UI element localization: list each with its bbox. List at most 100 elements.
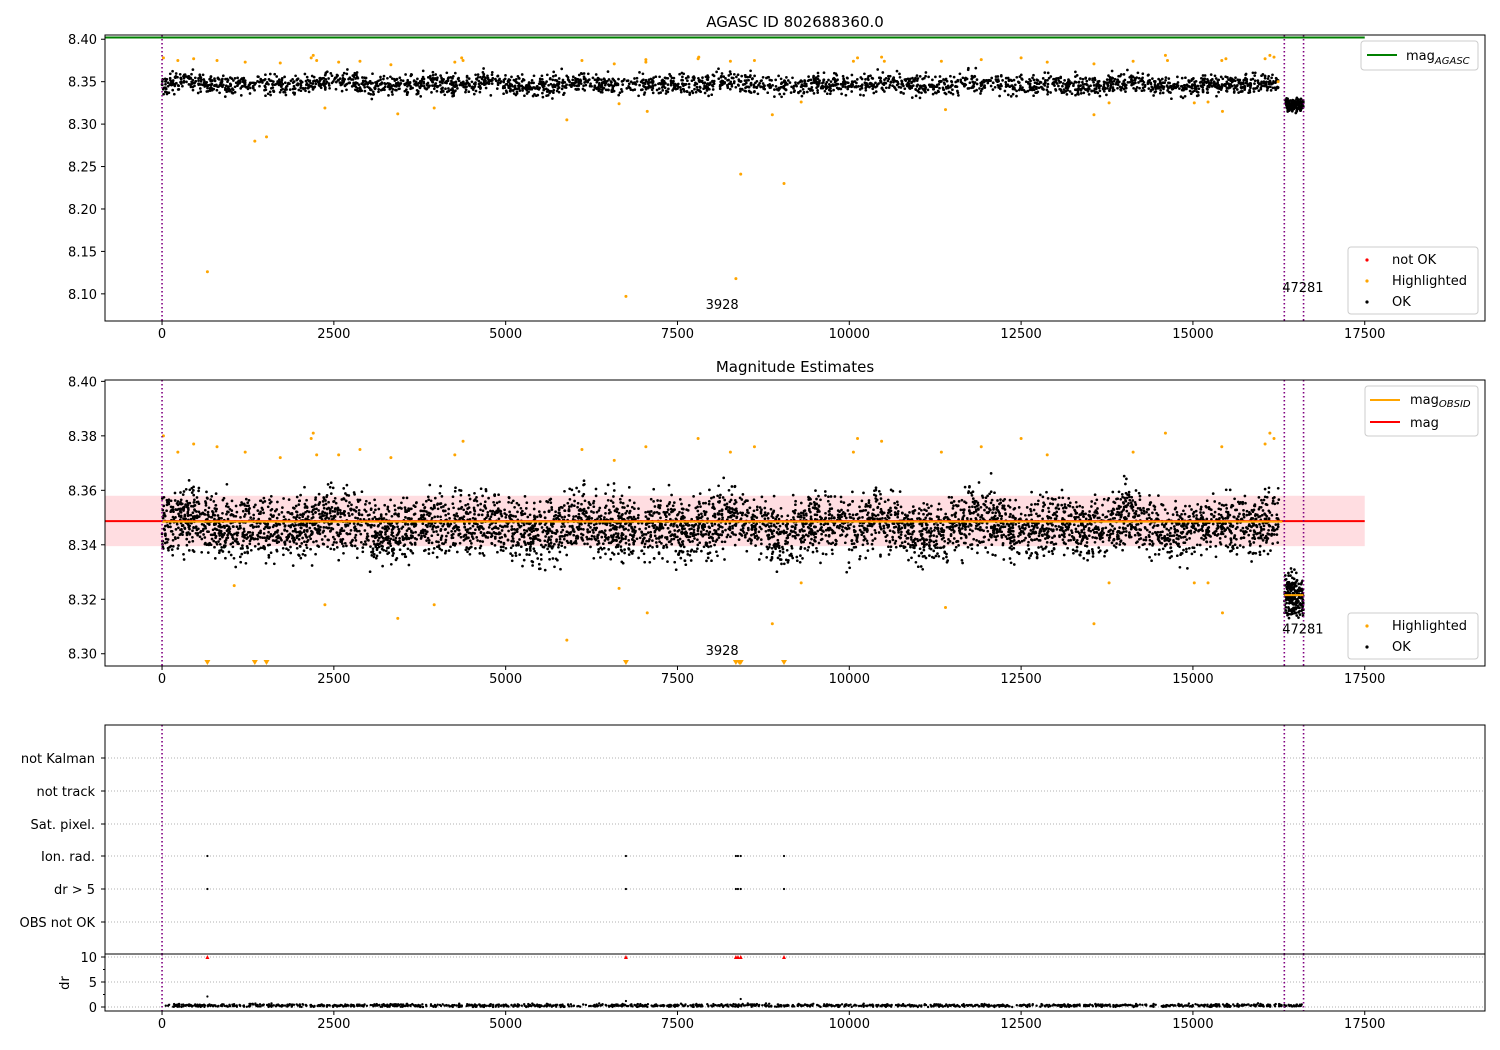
agasc-ok-point [1160, 77, 1164, 81]
agasc-ok-point [825, 85, 829, 88]
estimates-ok-point [466, 550, 469, 554]
agasc-ok-point [273, 83, 277, 87]
agasc-ok-point [643, 85, 646, 89]
agasc-ok-point [1227, 78, 1230, 81]
estimates-ok-point [322, 503, 325, 507]
estimates-ok-point [755, 516, 759, 519]
agasc-ok-point [1013, 83, 1017, 87]
agasc-ok-point [456, 87, 459, 90]
agasc-ok-point [924, 86, 927, 90]
agasc-highlighted-point [309, 56, 313, 60]
agasc-ok-point [1024, 80, 1028, 84]
agasc-ok-point [549, 82, 553, 86]
estimates-ok-point [708, 488, 711, 492]
agasc-ok-point [1006, 76, 1010, 80]
agasc-ok-point [395, 77, 399, 81]
agasc-ok-point [1105, 81, 1109, 85]
agasc-x-tick-label: 0 [158, 327, 166, 342]
agasc-ok-point [478, 84, 482, 88]
estimates-ok-point [973, 505, 977, 509]
agasc-ok-point [236, 84, 239, 88]
agasc-ok-point [895, 80, 899, 83]
estimates-ok-point [781, 522, 785, 526]
estimates-ok-point [187, 540, 191, 544]
estimates-ok-point [176, 536, 180, 540]
agasc-ok-point [457, 76, 460, 80]
estimates-ok-point [1045, 490, 1048, 494]
agasc-ok-point [330, 81, 334, 85]
agasc-ok-point [801, 87, 805, 91]
agasc-ok-point [1052, 77, 1055, 81]
estimates-ok-point [592, 499, 596, 503]
estimates-ok-point [1137, 491, 1141, 495]
agasc-ok-point [1031, 76, 1034, 80]
agasc-ok-point [363, 85, 367, 89]
agasc-ok-point [165, 90, 169, 94]
estimates-ok-point [1062, 553, 1066, 557]
estimates-ok-point [410, 517, 413, 521]
agasc-ok-point [215, 83, 218, 87]
agasc-ok-point [1028, 86, 1032, 89]
agasc-ok-point [1165, 84, 1169, 87]
estimates-ok-point [968, 532, 971, 536]
estimates-ok-point [526, 515, 530, 519]
estimates-ok-point [810, 537, 813, 541]
estimates-ok-point [547, 536, 551, 539]
agasc-ok-point [888, 74, 892, 78]
agasc-x-tick-label: 7500 [661, 327, 694, 342]
agasc-ok-point [1046, 92, 1049, 96]
agasc-ok-point [352, 81, 356, 85]
agasc-ok-point [311, 86, 315, 90]
agasc-highlighted-point [697, 55, 701, 59]
agasc-ok-point [1141, 79, 1145, 83]
estimates-ok-point [323, 534, 327, 538]
agasc-ok-point [949, 91, 953, 95]
agasc-ok-point [749, 69, 752, 73]
estimates-ok-point [1225, 507, 1229, 510]
agasc-ok-point [223, 88, 227, 92]
estimates-ok-point [722, 476, 726, 480]
estimates-ok-point [173, 499, 177, 502]
agasc-ok-point [828, 92, 832, 96]
agasc-ok-point [860, 86, 864, 90]
estimates-ok-point [390, 533, 393, 537]
agasc-ok-point [210, 82, 214, 86]
agasc-ok-point [956, 89, 959, 93]
agasc-ok-point [777, 74, 780, 78]
agasc-ok-point [712, 80, 716, 84]
agasc-ok-point [704, 75, 708, 79]
agasc-ok-point [259, 77, 263, 81]
agasc-ok-point [334, 87, 338, 91]
estimates-ok-point [716, 554, 719, 558]
estimates-ok-point [1079, 542, 1083, 545]
agasc-ok-point [990, 76, 994, 80]
agasc-ok-point [1030, 86, 1034, 89]
agasc-ok-point [1179, 95, 1183, 98]
agasc-ok-point [565, 83, 568, 87]
agasc-ok-point [931, 92, 935, 96]
agasc-ok-point [743, 79, 747, 82]
agasc-highlighted-point [1276, 80, 1280, 84]
estimates-ok-point [1025, 506, 1029, 509]
agasc-ok-point [490, 70, 494, 74]
agasc-ok-point [816, 88, 819, 92]
agasc-ok-point [1049, 91, 1052, 94]
agasc-ok-point [942, 88, 946, 92]
estimates-ok-point [686, 549, 689, 553]
agasc-ok-point [577, 82, 581, 86]
agasc-ok-point [777, 86, 781, 90]
agasc-ok-point [387, 94, 390, 97]
agasc-ok-point [690, 89, 694, 93]
agasc-ok-point [541, 91, 544, 95]
agasc-ok-point [1012, 78, 1016, 82]
agasc-ok-point [1267, 82, 1271, 86]
agasc-ok-point [761, 85, 765, 89]
estimates-ok-point [1082, 557, 1086, 560]
agasc-highlighted-point [979, 58, 983, 62]
agasc-highlighted-point [856, 56, 860, 60]
agasc-ok-point [1217, 78, 1221, 82]
agasc-ok-point [1237, 80, 1241, 84]
agasc-ok-point [515, 92, 519, 95]
agasc-highlighted-point [205, 270, 209, 274]
agasc-ok-point [364, 76, 368, 80]
